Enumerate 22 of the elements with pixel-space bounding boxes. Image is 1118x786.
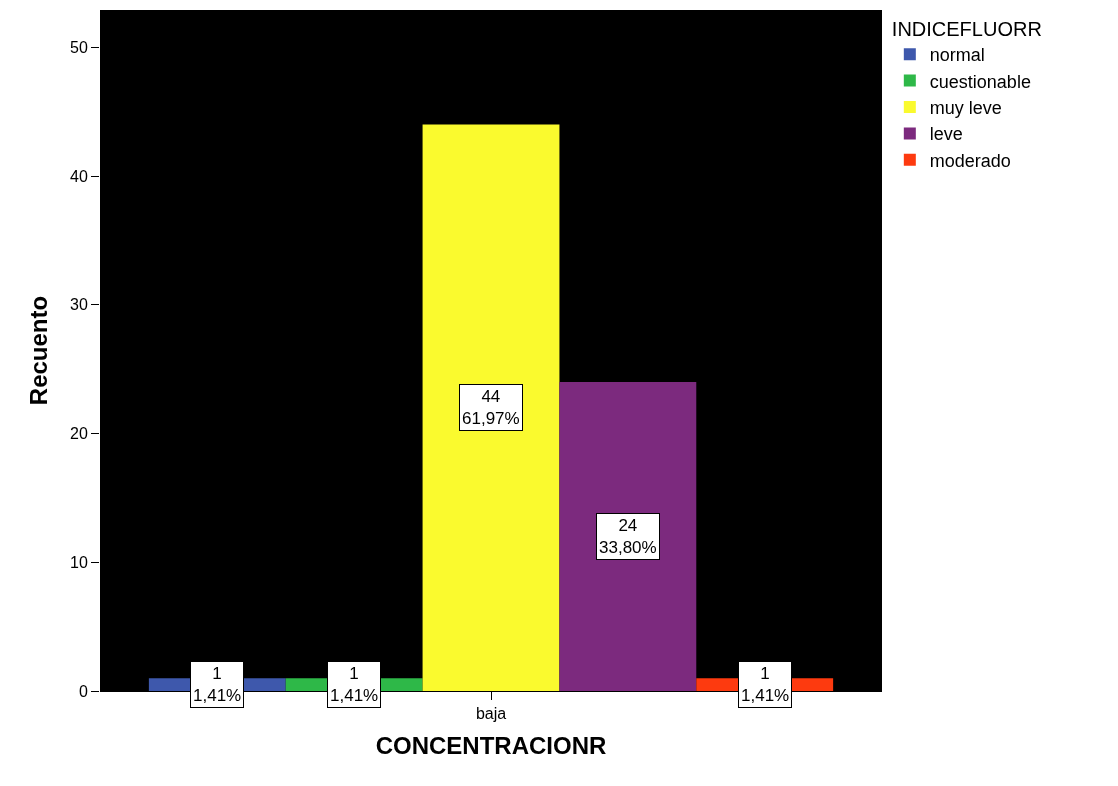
data-label: 1 1,41%	[193, 664, 242, 706]
legend-label: cuestionable	[929, 71, 1031, 92]
data-label: 24 33,80%	[599, 516, 657, 558]
data-label: 1 1,41%	[330, 664, 379, 706]
legend-label: normal	[929, 45, 985, 66]
data-label: 1 1,41%	[741, 664, 790, 706]
y-tick-label: 10	[70, 553, 88, 571]
legend-label: muy leve	[929, 98, 1002, 119]
y-tick-label: 40	[70, 167, 88, 185]
legend-label: leve	[929, 124, 963, 145]
x-axis-title: CONCENTRACIONR	[375, 731, 607, 759]
y-tick-label: 30	[70, 296, 88, 314]
x-tick-label: baja	[475, 705, 507, 723]
y-tick-label: 0	[78, 682, 88, 700]
y-tick-label: 50	[70, 38, 88, 56]
data-label: 44 61,97%	[462, 387, 520, 429]
legend-label: moderado	[929, 150, 1011, 171]
legend-title: INDICEFLUORR	[891, 18, 1042, 40]
y-axis-title: Recuento	[25, 295, 53, 406]
y-tick-label: 20	[70, 425, 88, 443]
bar	[559, 382, 697, 691]
bar	[422, 124, 560, 691]
